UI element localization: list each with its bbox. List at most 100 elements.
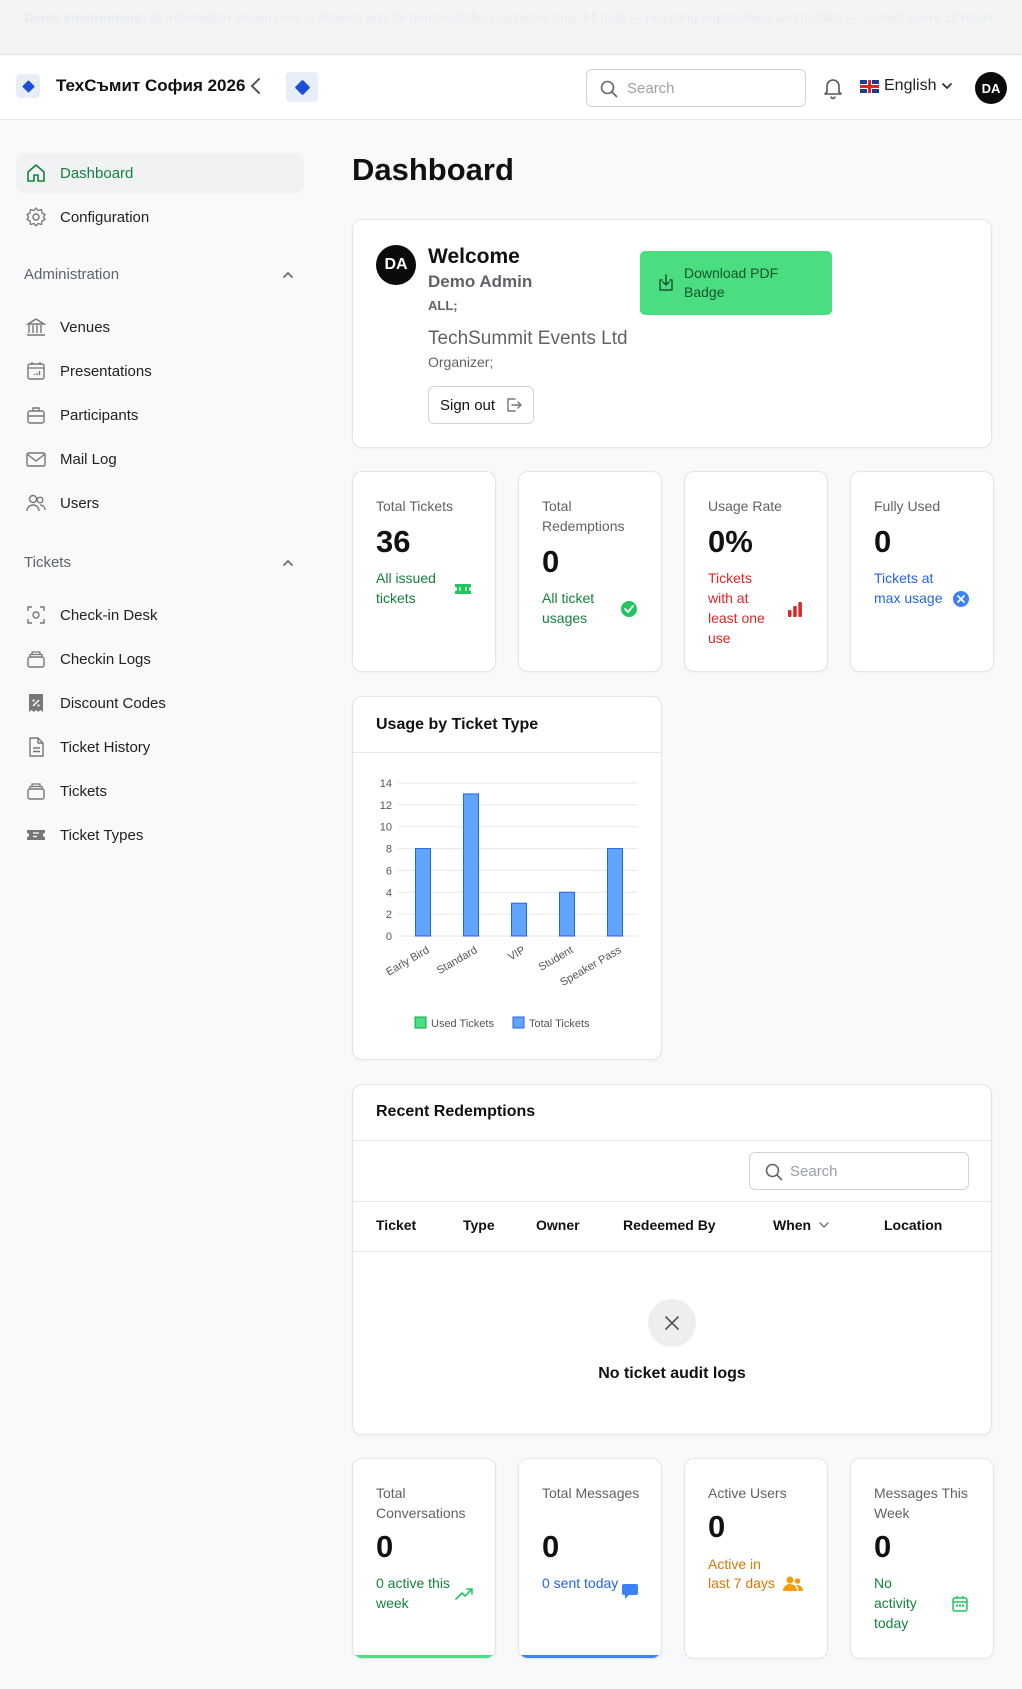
redemptions-search-input[interactable] <box>790 1161 955 1181</box>
stat-subtitle: All issued tickets <box>376 570 436 606</box>
users-icon <box>25 492 47 514</box>
sidebar-item-label: Checkin Logs <box>60 650 151 668</box>
search-input[interactable] <box>627 78 792 98</box>
download-icon <box>659 274 673 291</box>
y-tick-label: 0 <box>386 931 392 943</box>
scan-icon <box>25 604 47 626</box>
bar-total-tickets <box>511 902 527 937</box>
x-tick-label: Student <box>537 944 576 973</box>
sidebar-item-check-in-desk[interactable]: Check-in Desk <box>16 595 304 635</box>
divider <box>353 752 661 753</box>
stat-value: 0% <box>708 524 753 559</box>
sidebar-item-venues[interactable]: Venues <box>16 307 304 347</box>
stat-label: Active Users <box>708 1485 787 1501</box>
app-title: ТехСъмит София 2026 <box>56 76 246 95</box>
sidebar-item-presentations[interactable]: Presentations <box>16 351 304 391</box>
welcome-title: Welcome <box>428 245 520 268</box>
column-header-ticket[interactable]: Ticket <box>376 1217 416 1233</box>
stat-value: 0 <box>874 524 892 559</box>
collapse-sidebar-button[interactable] <box>246 74 266 98</box>
divider <box>353 1201 991 1202</box>
mail-icon <box>25 448 47 470</box>
chevron-left-icon <box>250 78 260 94</box>
sidebar-item-tickets[interactable]: Tickets <box>16 771 304 811</box>
user-avatar[interactable]: DA <box>975 72 1007 104</box>
redemptions-search[interactable] <box>749 1152 969 1190</box>
sort-chevron-down-icon <box>819 1222 829 1229</box>
banner-text: all information shown here is fictional … <box>146 10 998 25</box>
stat-subtitle: No activity today <box>874 1575 917 1631</box>
column-header-when[interactable]: When <box>773 1217 830 1233</box>
sidebar-item-ticket-history[interactable]: Ticket History <box>16 727 304 767</box>
organization-role: Organizer; <box>428 354 494 370</box>
section-tickets[interactable]: Tickets <box>24 554 294 571</box>
sidebar-item-label: Participants <box>60 406 139 424</box>
language-selector[interactable]: English <box>860 77 953 95</box>
stat-subtitle: Active in last 7 days <box>708 1556 775 1591</box>
event-logo[interactable] <box>286 72 318 102</box>
stat-label: Total Redemptions <box>542 498 625 534</box>
building-icon <box>25 316 47 338</box>
column-header-type[interactable]: Type <box>463 1217 495 1233</box>
stat-value: 0 <box>542 1529 560 1564</box>
stat-label: Usage Rate <box>708 498 782 514</box>
discount-icon <box>25 692 47 714</box>
empty-state-text: No ticket audit logs <box>598 1365 746 1382</box>
close-icon <box>665 1316 679 1330</box>
empty-state-icon <box>648 1299 696 1347</box>
calendar-icon <box>25 360 47 382</box>
bar-total-tickets <box>415 848 431 937</box>
users-icon <box>783 1576 804 1591</box>
stat-card-usage-rate: Usage Rate 0% Tickets with at least one … <box>684 471 828 672</box>
usage-by-ticket-type-card: Usage by Ticket Type 0 2 4 6 8 10 12 14 Early Bi… <box>352 696 662 1060</box>
column-header-owner[interactable]: Owner <box>536 1217 580 1233</box>
sidebar-item-mail-log[interactable]: Mail Log <box>16 439 304 479</box>
sidebar-item-checkin-logs[interactable]: Checkin Logs <box>16 639 304 679</box>
y-tick-label: 14 <box>380 778 392 790</box>
y-tick-label: 6 <box>386 865 392 877</box>
chevron-down-icon <box>942 83 953 90</box>
y-tick-label: 2 <box>386 909 392 921</box>
section-title: Tickets <box>24 554 71 571</box>
sidebar-item-users[interactable]: Users <box>16 483 304 523</box>
stat-card-messages-this-week: Messages This Week 0 No activity today <box>850 1458 994 1659</box>
stat-card-total-tickets: Total Tickets 36 All issued tickets <box>352 471 496 672</box>
bar-total-tickets <box>559 891 575 937</box>
sidebar-item-dashboard[interactable]: Dashboard <box>16 153 304 193</box>
accent-bar <box>519 1655 661 1658</box>
stat-label: Messages This Week <box>874 1485 968 1521</box>
app-logo[interactable] <box>16 74 40 98</box>
stat-subtitle: 0 sent today <box>542 1575 619 1591</box>
sidebar-item-discount-codes[interactable]: Discount Codes <box>16 683 304 723</box>
briefcase-icon <box>25 404 47 426</box>
legend-label: Used Tickets <box>431 1018 494 1030</box>
download-pdf-badge-button[interactable]: Download PDF Badge <box>640 251 832 315</box>
legend-label: Total Tickets <box>529 1018 590 1030</box>
sidebar-item-label: Configuration <box>60 208 150 226</box>
sidebar-item-configuration[interactable]: Configuration <box>16 197 304 237</box>
search-icon <box>600 80 618 98</box>
chevron-up-icon <box>283 559 293 566</box>
section-title: Administration <box>24 266 120 283</box>
language-label: English <box>884 77 937 94</box>
user-role: ALL; <box>428 298 458 313</box>
sidebar-item-participants[interactable]: Participants <box>16 395 304 435</box>
stat-subtitle: Tickets at max usage <box>874 570 943 606</box>
stat-value: 0 <box>874 1529 892 1564</box>
sign-out-button[interactable]: Sign out <box>428 386 534 424</box>
stat-value: 0 <box>708 1509 726 1544</box>
column-header-redeemed-by[interactable]: Redeemed By <box>623 1217 716 1233</box>
sidebar-item-ticket-types[interactable]: Ticket Types <box>16 815 304 855</box>
top-header: ТехСъмит София 2026 English DA <box>0 56 1022 120</box>
section-administration[interactable]: Administration <box>24 266 294 283</box>
divider <box>353 1140 991 1141</box>
demo-banner: Demo environment: all information shown … <box>0 0 1022 55</box>
sidebar-item-label: Venues <box>60 318 111 336</box>
header-search[interactable] <box>586 69 806 107</box>
column-header-location[interactable]: Location <box>884 1217 942 1233</box>
search-icon <box>765 1163 783 1181</box>
stack-icon <box>25 648 47 670</box>
notifications-button[interactable] <box>822 76 844 104</box>
document-icon <box>25 736 47 758</box>
sidebar-item-label: Ticket History <box>60 738 151 756</box>
